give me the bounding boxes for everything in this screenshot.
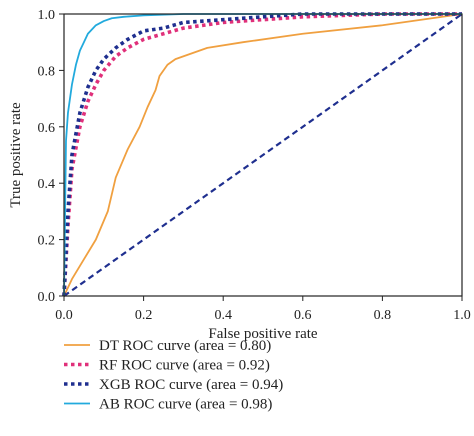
y-tick-label: 0.2 (38, 234, 56, 249)
plot-area (62, 12, 463, 297)
series-dt-line (63, 13, 463, 297)
x-axis-ticks: 0.0 0.2 0.4 0.6 0.8 1.0 (55, 296, 471, 323)
legend-label: XGB ROC curve (area = 0.94) (99, 377, 283, 393)
y-axis-ticks: 0.0 0.2 0.4 0.6 0.8 1.0 (38, 8, 64, 305)
legend-label: RF ROC curve (area = 0.92) (99, 358, 270, 374)
plot-frame (63, 13, 463, 297)
x-tick-label: 1.0 (453, 308, 471, 323)
legend: DT ROC curve (area = 0.80) RF ROC curve (… (64, 338, 283, 413)
x-tick-label: 0.4 (214, 308, 232, 323)
x-tick-label: 0.2 (135, 308, 153, 323)
x-tick-label: 0.0 (55, 308, 73, 323)
series-xgb-line (62, 12, 462, 297)
legend-label: DT ROC curve (area = 0.80) (99, 338, 271, 354)
y-tick-label: 0.0 (38, 290, 56, 305)
chance-diagonal-line (63, 13, 463, 297)
y-tick-label: 0.6 (38, 121, 56, 136)
y-tick-label: 1.0 (38, 8, 56, 23)
x-tick-label: 0.8 (374, 308, 392, 323)
y-tick-label: 0.8 (38, 64, 56, 79)
x-tick-label: 0.6 (294, 308, 312, 323)
y-tick-label: 0.4 (38, 177, 56, 192)
legend-label: AB ROC curve (area = 0.98) (99, 397, 272, 413)
x-axis-title: False positive rate (208, 326, 317, 342)
y-axis-title: True positive rate (8, 102, 24, 208)
series-rf-line (62, 12, 462, 297)
